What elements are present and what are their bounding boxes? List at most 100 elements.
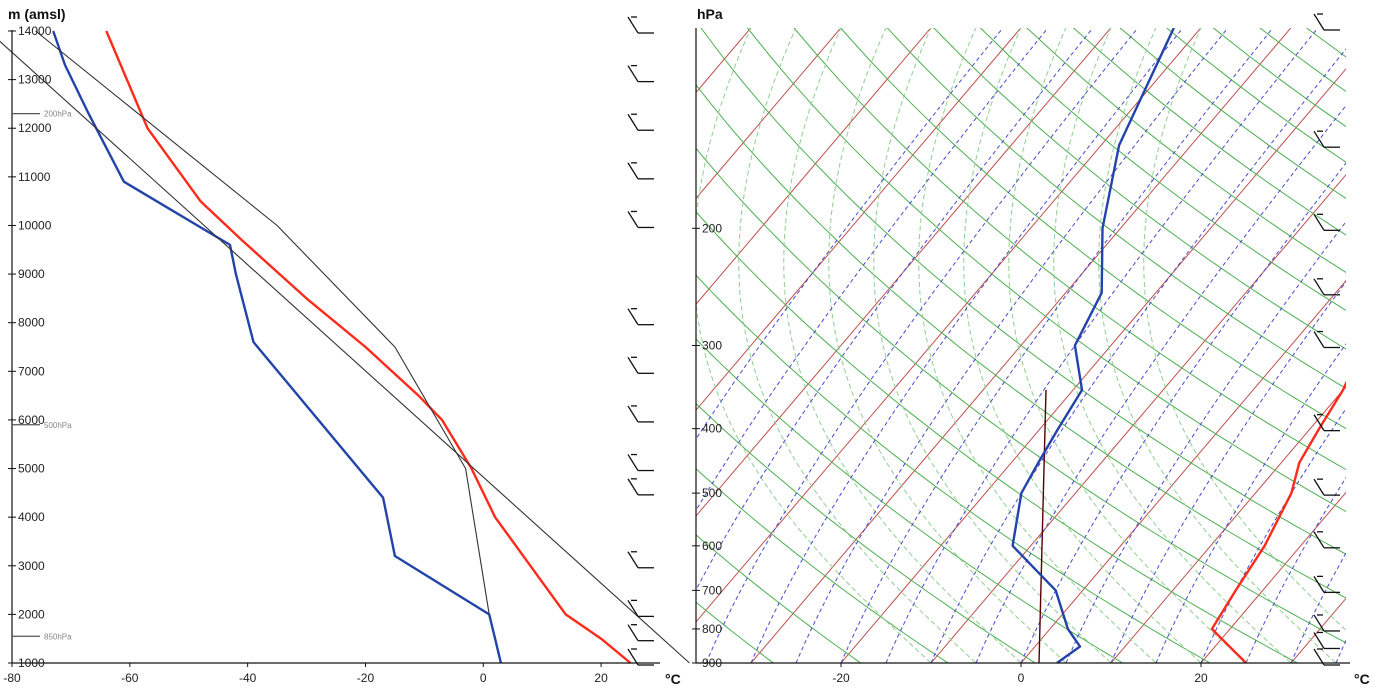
- moist-adiabat-line: [1008, 28, 1247, 663]
- dry-adiabat-line: [979, 28, 1346, 312]
- right-y-tick-label: 200: [702, 221, 722, 235]
- pressure-mark-label: 500hPa: [44, 421, 72, 430]
- parcel-line: [1038, 389, 1047, 663]
- reference-line-2: [0, 40, 690, 664]
- dry-adiabat-line: [1026, 28, 1346, 274]
- wind-barb: [627, 210, 654, 229]
- wind-barb: [1313, 648, 1340, 666]
- moist-adiabat-line: [1143, 28, 1346, 632]
- right-y-tick-label: 700: [702, 583, 722, 597]
- dry-adiabat-line: [1072, 28, 1346, 236]
- wind-barb: [627, 308, 654, 326]
- dry-adiabat-line: [886, 28, 1346, 390]
- left-x-tick-label: -20: [357, 671, 375, 685]
- left-y-tick-label: 1000: [18, 656, 45, 670]
- temperature-profile-0: [1210, 380, 1346, 663]
- wind-barb: [627, 405, 654, 423]
- right-x-axis-unit: °C: [1354, 671, 1370, 687]
- moist-adiabat-line: [738, 28, 977, 663]
- dry-adiabat-line: [793, 28, 1346, 471]
- dry-adiabat-line: [1305, 28, 1346, 58]
- skew-t-background-lines: [0, 0, 1381, 669]
- isotherm-line: [696, 28, 1202, 623]
- isotherm-line: [1376, 0, 1381, 669]
- wind-barb: [627, 648, 654, 666]
- left-y-tick-label: 5000: [18, 462, 45, 476]
- mixing-ratio-line: [1065, 220, 1346, 663]
- wind-barb: [627, 356, 654, 374]
- mixing-ratio-line: [750, 28, 1184, 663]
- wind-barb: [1313, 13, 1340, 31]
- moist-adiabat-line: [963, 28, 1202, 663]
- right-x-tick-label: -20: [832, 671, 850, 685]
- isotherm-line: [696, 28, 752, 94]
- isotherm-line: [840, 68, 1346, 663]
- left-y-tick-label: 2000: [18, 607, 45, 621]
- pressure-mark-label: 850hPa: [44, 632, 72, 641]
- left-x-ticks: -80 -60 -40 -20 0 20: [3, 663, 608, 685]
- left-x-tick-label: -60: [121, 671, 139, 685]
- left-y-tick-label: 8000: [18, 316, 45, 330]
- left-x-tick-label: -40: [239, 671, 257, 685]
- left-y-ticks: 1000 2000 3000 4000 5000 6000 7000 8000 9000 1000…: [8, 24, 52, 670]
- dry-adiabat-line: [933, 28, 1346, 350]
- left-wind-barbs: [627, 16, 654, 666]
- wind-barb: [627, 551, 654, 569]
- mixing-ratio-line: [696, 28, 1049, 512]
- wind-barb: [627, 478, 654, 496]
- left-y-tick-label: 10000: [18, 218, 52, 232]
- dry-adiabat-line: [696, 601, 775, 663]
- dry-adiabat-line: [696, 147, 1346, 644]
- wind-barb: [1313, 330, 1340, 349]
- temperature-line-0: [105, 30, 632, 664]
- right-y-tick-label: 900: [702, 656, 722, 670]
- left-y-tick-label: 12000: [18, 121, 52, 135]
- dry-adiabat-line: [696, 338, 1124, 663]
- dry-adiabat-line: [696, 534, 862, 663]
- left-y-tick-label: 4000: [18, 510, 45, 524]
- wind-barb: [1313, 278, 1340, 296]
- right-y-tick-label: 600: [702, 539, 722, 553]
- left-y-tick-label: 11000: [18, 170, 51, 184]
- skew-t-profiles: [1011, 28, 1346, 663]
- isotherm-line: [0, 0, 507, 669]
- mixing-ratio-line: [1155, 343, 1346, 663]
- dry-adiabat-line: [696, 402, 1037, 663]
- mixing-ratio-line: [795, 28, 1229, 663]
- dewpoint-line-1: [52, 30, 503, 664]
- moist-adiabat-line: [1053, 28, 1292, 663]
- left-x-tick-label: 20: [594, 671, 608, 685]
- dry-adiabat-line: [1259, 28, 1346, 93]
- pressure-mark-label: 200hPa: [44, 110, 72, 119]
- mixing-ratio-line: [1110, 280, 1346, 663]
- isotherm-line: [1200, 491, 1346, 663]
- wind-barb: [627, 453, 654, 472]
- left-x-tick-label: -80: [3, 671, 21, 685]
- mixing-ratio-line: [975, 104, 1346, 663]
- left-y-tick-label: 13000: [18, 73, 52, 87]
- left-y-tick-label: 6000: [18, 413, 45, 427]
- left-x-tick-label: 0: [480, 671, 487, 685]
- mixing-ratio-line: [1335, 639, 1346, 663]
- mixing-ratio-line: [840, 28, 1274, 663]
- wind-barb: [1313, 130, 1340, 148]
- moist-adiabat-line: [696, 28, 932, 663]
- isotherm-line: [26, 0, 597, 669]
- reference-line-3: [35, 30, 490, 615]
- mixing-ratio-line: [930, 48, 1346, 663]
- left-y-tick-label: 7000: [18, 364, 45, 378]
- wind-barb: [1313, 413, 1340, 432]
- dry-adiabat-line: [696, 468, 949, 663]
- isotherm-line: [696, 28, 1112, 517]
- right-wind-barbs: [1313, 13, 1340, 666]
- right-x-ticks: -20 0 20: [832, 663, 1208, 685]
- dry-adiabat-line: [182, 0, 606, 669]
- right-y-axis-label: hPa: [697, 6, 723, 22]
- pressure-level-marks: 200hPa 500hPa 850hPa: [12, 110, 72, 641]
- wind-barb: [627, 113, 654, 131]
- wind-barb: [1313, 531, 1340, 549]
- isotherm-line: [1020, 279, 1346, 663]
- wind-barb: [1313, 478, 1340, 496]
- wind-barb: [627, 162, 654, 180]
